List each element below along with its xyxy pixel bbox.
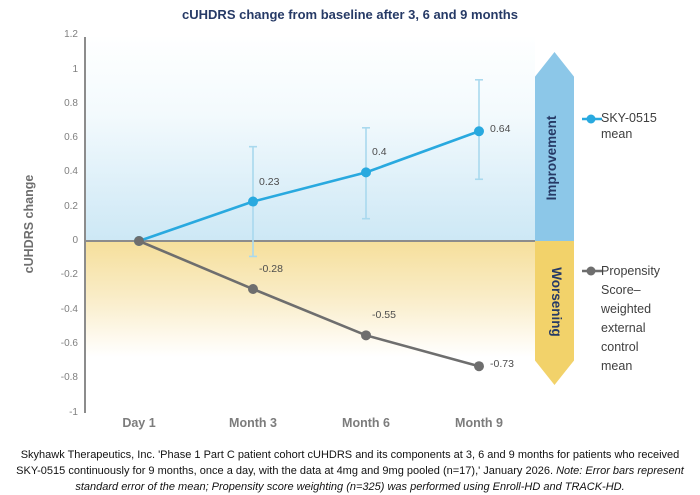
worsening-background-region	[86, 241, 535, 412]
y-tick-label: -0.6	[60, 337, 78, 349]
data-point-label: 0.23	[259, 175, 280, 188]
data-point	[474, 361, 484, 372]
x-axis-label: Month 6	[342, 416, 390, 430]
y-tick-label: 0.6	[64, 132, 78, 144]
data-point	[248, 196, 258, 207]
y-tick-label: 1	[72, 63, 78, 75]
chart-title: cUHDRS change from baseline after 3, 6 a…	[182, 7, 518, 22]
y-tick-label: 0.8	[64, 97, 78, 109]
attribution-note: Note: Error bars represent standard erro…	[75, 465, 684, 493]
y-axis-line	[84, 37, 86, 413]
data-point-label: -0.73	[490, 358, 514, 371]
legend-sky-dot-icon	[586, 114, 596, 124]
x-axis-label: Month 3	[229, 416, 277, 430]
y-tick-label: -0.2	[60, 269, 78, 281]
series-line-sky	[138, 130, 480, 243]
legend-control-dot-icon	[586, 266, 596, 276]
legend-control-label: Propensity Score– weighted external cont…	[601, 264, 661, 373]
attribution-text: Skyhawk Therapeutics, Inc. 'Phase 1 Part…	[16, 449, 680, 477]
y-tick-label: -0.4	[60, 303, 78, 315]
y-tick-label: 0.4	[64, 166, 78, 178]
data-point	[361, 330, 371, 341]
improvement-arrow-icon	[535, 52, 574, 241]
y-tick-label: -0.8	[60, 372, 78, 384]
y-tick-label: 0.2	[64, 200, 78, 212]
y-tick-label: -1	[69, 406, 78, 418]
data-point-label: -0.55	[372, 309, 396, 322]
x-axis-label: Month 9	[455, 416, 503, 430]
data-point	[134, 236, 144, 246]
x-axis-label: Day 1	[122, 416, 156, 430]
y-tick-label: 1.2	[64, 29, 78, 41]
data-point-label: 0.64	[490, 123, 511, 136]
source-attribution: Skyhawk Therapeutics, Inc. 'Phase 1 Part…	[13, 447, 687, 495]
series-line-control	[138, 239, 480, 368]
data-point-label: 0.4	[372, 146, 387, 159]
y-tick-label: 0	[72, 235, 78, 246]
data-point-label: -0.28	[259, 263, 283, 276]
data-point	[248, 284, 258, 295]
worsening-arrow-icon	[535, 241, 574, 385]
data-point	[361, 167, 371, 178]
data-point	[474, 126, 484, 137]
zero-baseline	[86, 240, 535, 242]
legend-sky-label: SKY-0515 mean	[601, 111, 657, 141]
